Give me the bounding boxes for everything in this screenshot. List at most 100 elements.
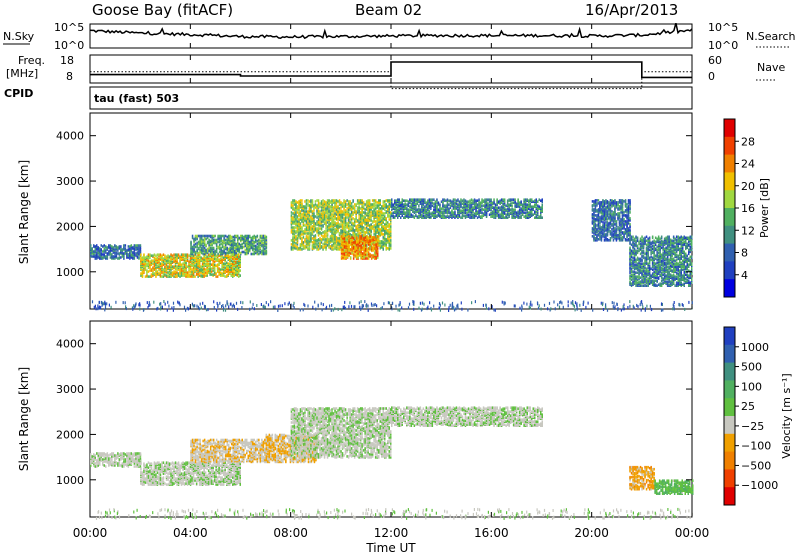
heatmap-cell bbox=[528, 213, 530, 216]
heatmap-cell bbox=[470, 216, 473, 219]
heatmap-cell bbox=[390, 199, 392, 202]
heatmap-cell bbox=[230, 266, 232, 269]
heatmap-cell bbox=[218, 272, 220, 275]
heatmap-cell bbox=[397, 211, 399, 214]
heatmap-cell bbox=[376, 201, 378, 204]
heatmap-cell bbox=[207, 258, 210, 261]
heatmap-cell bbox=[308, 223, 311, 226]
heatmap-cell bbox=[392, 214, 394, 217]
heatmap-cell bbox=[325, 201, 327, 204]
heatmap-cell bbox=[443, 211, 446, 214]
heatmap-cell bbox=[325, 238, 327, 241]
heatmap-cell bbox=[329, 222, 332, 225]
heatmap-cell bbox=[301, 219, 303, 222]
heatmap-cell bbox=[370, 242, 373, 245]
heatmap-cell bbox=[126, 253, 128, 256]
heatmap-cell bbox=[328, 199, 330, 202]
heatmap-cell bbox=[479, 211, 482, 214]
heatmap-cell bbox=[379, 199, 381, 202]
heatmap-cell bbox=[484, 213, 486, 216]
heatmap-cell bbox=[337, 247, 339, 250]
heatmap-cell bbox=[326, 221, 329, 224]
heatmap-cell bbox=[191, 260, 193, 263]
heatmap-cell bbox=[156, 270, 159, 273]
heatmap-cell bbox=[247, 247, 249, 251]
heatmap-cell bbox=[484, 207, 486, 210]
heatmap-cell bbox=[329, 211, 332, 214]
heatmap-cell bbox=[249, 240, 251, 244]
heatmap-cell bbox=[212, 250, 215, 254]
heatmap-cell bbox=[335, 210, 338, 213]
heatmap-cell bbox=[371, 212, 374, 215]
heatmap-cell bbox=[161, 258, 163, 261]
heatmap-cell bbox=[374, 207, 377, 210]
heatmap-cell bbox=[191, 250, 194, 254]
heatmap-cell bbox=[191, 270, 193, 273]
heatmap-cell bbox=[173, 270, 175, 273]
heatmap-cell bbox=[373, 228, 375, 231]
heatmap-cell bbox=[319, 231, 321, 234]
heatmap-cell bbox=[326, 233, 329, 236]
heatmap-cell bbox=[342, 235, 344, 238]
heatmap-cell bbox=[334, 203, 336, 206]
heatmap-cell bbox=[301, 248, 303, 251]
heatmap-cell bbox=[335, 199, 338, 202]
heatmap-cell bbox=[348, 244, 350, 247]
heatmap-cell bbox=[329, 205, 332, 208]
heatmap-cell bbox=[235, 247, 237, 251]
freq-label: Freq. bbox=[18, 54, 45, 67]
heatmap-cell bbox=[599, 227, 601, 230]
heatmap-cell bbox=[255, 235, 257, 239]
heatmap-cell bbox=[224, 275, 226, 278]
heatmap-cell bbox=[197, 272, 199, 275]
heatmap-cell bbox=[370, 234, 372, 237]
heatmap-cell bbox=[364, 240, 367, 243]
heatmap-cell bbox=[455, 205, 458, 208]
heatmap-cell bbox=[133, 247, 136, 250]
heatmap-cell bbox=[292, 220, 294, 223]
heatmap-cell bbox=[364, 227, 366, 230]
heatmap-cell bbox=[412, 201, 414, 204]
heatmap-cell bbox=[368, 226, 371, 229]
heatmap-cell bbox=[373, 214, 375, 217]
heatmap-cell bbox=[374, 199, 377, 202]
heatmap-cell bbox=[478, 209, 480, 212]
heatmap-cell bbox=[310, 220, 312, 223]
heatmap-cell bbox=[229, 241, 231, 245]
heatmap-cell bbox=[347, 218, 350, 221]
heatmap-cell bbox=[311, 241, 314, 244]
heatmap-cell bbox=[344, 209, 347, 212]
heatmap-cell bbox=[152, 262, 154, 265]
heatmap-cell bbox=[111, 253, 113, 256]
heatmap-cell bbox=[535, 215, 537, 218]
heatmap-cell bbox=[335, 236, 338, 239]
heatmap-cell bbox=[395, 203, 397, 206]
heatmap-cell bbox=[379, 240, 381, 243]
heatmap-cell bbox=[491, 201, 494, 204]
heatmap-cell bbox=[261, 239, 263, 243]
heatmap-cell bbox=[433, 214, 435, 217]
heatmap-cell bbox=[200, 267, 202, 270]
heatmap-cell bbox=[91, 255, 93, 258]
heatmap-cell bbox=[207, 271, 210, 274]
heatmap-cell bbox=[144, 268, 147, 271]
heatmap-cell bbox=[371, 225, 374, 228]
heatmap-cell bbox=[237, 249, 239, 253]
heatmap-cell bbox=[442, 198, 444, 201]
heatmap-cell bbox=[348, 246, 350, 249]
heatmap-cell bbox=[398, 200, 400, 203]
heatmap-cell bbox=[388, 208, 390, 211]
heatmap-cell bbox=[367, 208, 369, 211]
heatmap-cell bbox=[233, 274, 235, 277]
heatmap-cell bbox=[296, 220, 299, 223]
heatmap-cell bbox=[238, 275, 240, 278]
heatmap-cell bbox=[149, 269, 151, 272]
heatmap-cell bbox=[479, 201, 482, 204]
heatmap-cell bbox=[183, 265, 186, 268]
heatmap-cell bbox=[384, 244, 386, 247]
heatmap-cell bbox=[298, 204, 300, 207]
heatmap-cell bbox=[194, 275, 196, 278]
heatmap-cell bbox=[469, 203, 471, 206]
heatmap-cell bbox=[313, 215, 315, 218]
heatmap-cell bbox=[356, 211, 359, 214]
